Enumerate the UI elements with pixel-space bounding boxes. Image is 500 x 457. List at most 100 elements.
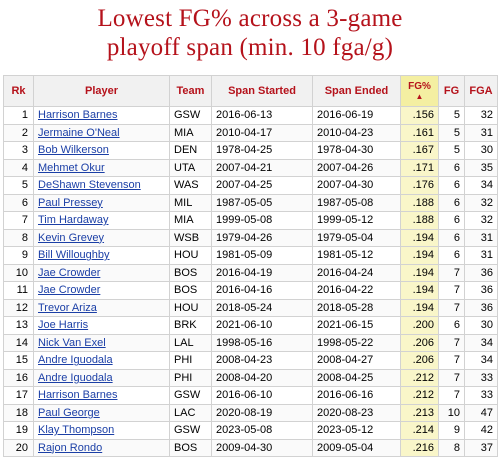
cell-span-started: 1998-05-16 bbox=[211, 333, 313, 352]
cell-fg: 7 bbox=[438, 281, 465, 300]
cell-player: Klay Thompson bbox=[33, 421, 170, 440]
cell-fg-percent: .206 bbox=[400, 351, 439, 370]
header-span-ended[interactable]: Span Ended bbox=[312, 75, 401, 107]
cell-fg: 7 bbox=[438, 386, 465, 405]
cell-rank: 8 bbox=[3, 228, 34, 247]
cell-span-ended: 2016-04-22 bbox=[312, 281, 401, 300]
player-link[interactable]: Kevin Grevey bbox=[38, 231, 105, 244]
cell-rank: 19 bbox=[3, 421, 34, 440]
cell-player: Paul George bbox=[33, 403, 170, 422]
cell-fg-percent: .171 bbox=[400, 158, 439, 177]
cell-fg: 5 bbox=[438, 123, 465, 142]
header-team[interactable]: Team bbox=[169, 75, 212, 107]
player-link[interactable]: Trevor Ariza bbox=[38, 301, 97, 314]
cell-player: Trevor Ariza bbox=[33, 298, 170, 317]
cell-team: GSW bbox=[169, 106, 212, 125]
cell-team: PHI bbox=[169, 351, 212, 370]
cell-team: BOS bbox=[169, 281, 212, 300]
header-fg-percent[interactable]: FG% ▲ bbox=[400, 75, 439, 107]
cell-fga: 47 bbox=[464, 403, 498, 422]
player-link[interactable]: Harrison Barnes bbox=[38, 389, 118, 402]
cell-span-started: 2007-04-21 bbox=[211, 158, 313, 177]
cell-fga: 34 bbox=[464, 176, 498, 195]
player-link[interactable]: Jae Crowder bbox=[38, 284, 101, 297]
cell-span-started: 2018-05-24 bbox=[211, 298, 313, 317]
cell-team: BOS bbox=[169, 263, 212, 282]
player-link[interactable]: Jermaine O'Neal bbox=[38, 126, 120, 139]
cell-span-started: 1999-05-08 bbox=[211, 211, 313, 230]
cell-fg-percent: .194 bbox=[400, 281, 439, 300]
player-link[interactable]: Paul Pressey bbox=[38, 196, 103, 209]
cell-player: Rajon Rondo bbox=[33, 438, 170, 457]
player-link[interactable]: Mehmet Okur bbox=[38, 161, 105, 174]
cell-fg-percent: .206 bbox=[400, 333, 439, 352]
header-rk[interactable]: Rk bbox=[3, 75, 34, 107]
table-row: 10 Jae Crowder BOS 2016-04-19 2016-04-24.194… bbox=[3, 263, 498, 282]
player-link[interactable]: Jae Crowder bbox=[38, 266, 101, 279]
cell-span-started: 1979-04-26 bbox=[211, 228, 313, 247]
player-link[interactable]: Rajon Rondo bbox=[38, 441, 103, 454]
cell-fg: 5 bbox=[438, 141, 465, 160]
cell-team: GSW bbox=[169, 386, 212, 405]
cell-fg: 7 bbox=[438, 298, 465, 317]
cell-span-started: 2021-06-10 bbox=[211, 316, 313, 335]
player-link[interactable]: Joe Harris bbox=[38, 319, 89, 332]
cell-span-ended: 1981-05-12 bbox=[312, 246, 401, 265]
player-link[interactable]: Tim Hardaway bbox=[38, 214, 109, 227]
cell-player: Paul Pressey bbox=[33, 193, 170, 212]
cell-player: Joe Harris bbox=[33, 316, 170, 335]
cell-fg-percent: .194 bbox=[400, 228, 439, 247]
cell-fg: 7 bbox=[438, 351, 465, 370]
cell-rank: 3 bbox=[3, 141, 34, 160]
stats-table-container: Rk Player Team Span Started Span Ended F… bbox=[3, 75, 498, 457]
cell-fg-percent: .194 bbox=[400, 263, 439, 282]
stats-table: Rk Player Team Span Started Span Ended F… bbox=[3, 75, 498, 457]
table-row: 4 Mehmet Okur UTA 2007-04-21 2007-04-26.171 6… bbox=[3, 158, 498, 177]
player-link[interactable]: Paul George bbox=[38, 406, 100, 419]
cell-fga: 33 bbox=[464, 368, 498, 387]
header-span-started[interactable]: Span Started bbox=[211, 75, 313, 107]
cell-fg-percent: .188 bbox=[400, 211, 439, 230]
table-row: 16 Andre Iguodala PHI 2008-04-20 2008-04-25.… bbox=[3, 368, 498, 387]
cell-span-ended: 2018-05-28 bbox=[312, 298, 401, 317]
cell-team: LAC bbox=[169, 403, 212, 422]
cell-player: Bob Wilkerson bbox=[33, 141, 170, 160]
cell-span-ended: 2009-05-04 bbox=[312, 438, 401, 457]
cell-span-ended: 1998-05-22 bbox=[312, 333, 401, 352]
cell-span-started: 2007-04-25 bbox=[211, 176, 313, 195]
cell-fg-percent: .194 bbox=[400, 298, 439, 317]
cell-fga: 31 bbox=[464, 246, 498, 265]
cell-player: Harrison Barnes bbox=[33, 386, 170, 405]
player-link[interactable]: Andre Iguodala bbox=[38, 371, 113, 384]
cell-rank: 2 bbox=[3, 123, 34, 142]
player-link[interactable]: Andre Iguodala bbox=[38, 354, 113, 367]
cell-rank: 17 bbox=[3, 386, 34, 405]
title-line-1: Lowest FG% across a 3-game bbox=[97, 5, 403, 32]
cell-team: WAS bbox=[169, 176, 212, 195]
header-player[interactable]: Player bbox=[33, 75, 170, 107]
cell-team: UTA bbox=[169, 158, 212, 177]
header-fg-percent-label: FG% bbox=[408, 81, 431, 92]
cell-player: Andre Iguodala bbox=[33, 351, 170, 370]
cell-player: Mehmet Okur bbox=[33, 158, 170, 177]
table-row: 14 Nick Van Exel LAL 1998-05-16 1998-05-22.2… bbox=[3, 333, 498, 352]
table-row: 5 DeShawn Stevenson WAS 2007-04-25 2007-04-3… bbox=[3, 176, 498, 195]
header-fg[interactable]: FG bbox=[438, 75, 465, 107]
player-link[interactable]: Harrison Barnes bbox=[38, 109, 118, 122]
cell-team: MIL bbox=[169, 193, 212, 212]
cell-player: Tim Hardaway bbox=[33, 211, 170, 230]
player-link[interactable]: Nick Van Exel bbox=[38, 336, 106, 349]
cell-fg: 6 bbox=[438, 176, 465, 195]
cell-rank: 11 bbox=[3, 281, 34, 300]
table-header-row: Rk Player Team Span Started Span Ended F… bbox=[3, 75, 498, 107]
cell-player: Andre Iguodala bbox=[33, 368, 170, 387]
cell-player: Bill Willoughby bbox=[33, 246, 170, 265]
cell-rank: 10 bbox=[3, 263, 34, 282]
player-link[interactable]: Klay Thompson bbox=[38, 424, 115, 437]
header-fga[interactable]: FGA bbox=[464, 75, 498, 107]
player-link[interactable]: Bob Wilkerson bbox=[38, 144, 109, 157]
player-link[interactable]: DeShawn Stevenson bbox=[38, 179, 141, 192]
cell-team: GSW bbox=[169, 421, 212, 440]
cell-rank: 12 bbox=[3, 298, 34, 317]
player-link[interactable]: Bill Willoughby bbox=[38, 249, 110, 262]
